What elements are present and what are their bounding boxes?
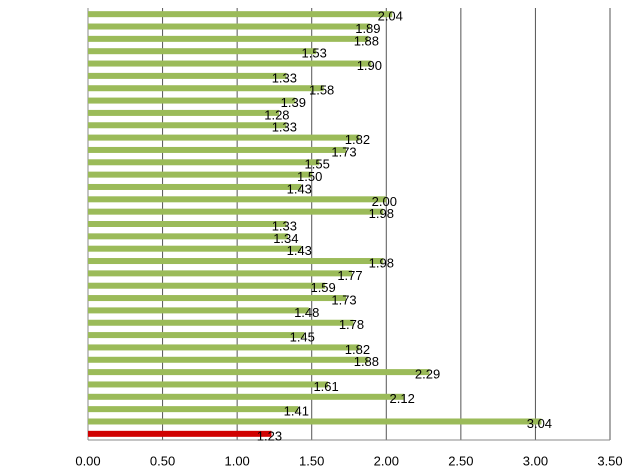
value-label: 1.73: [331, 292, 356, 307]
value-label: 1.73: [331, 144, 356, 159]
x-tick-label: 2.00: [374, 453, 399, 468]
bar: [88, 418, 542, 425]
x-tick-label: 1.00: [224, 453, 249, 468]
bar: [88, 369, 430, 376]
bar: [88, 196, 387, 203]
bar: [88, 183, 302, 190]
bar: [88, 381, 329, 388]
value-label: 1.28: [264, 107, 289, 122]
value-label: 1.43: [287, 243, 312, 258]
value-label: 1.53: [302, 46, 327, 61]
x-tick-label: 2.50: [448, 453, 473, 468]
bar: [88, 332, 305, 339]
value-label: 1.98: [369, 255, 394, 270]
value-label: 1.41: [284, 404, 309, 419]
value-label: 1.88: [354, 354, 379, 369]
value-label: 1.89: [355, 21, 380, 36]
value-label: 1.55: [305, 157, 330, 172]
value-label: 1.23: [257, 428, 282, 443]
value-label: 1.90: [357, 58, 382, 73]
bar: [88, 122, 287, 129]
bar: [88, 430, 272, 437]
bar: [88, 11, 393, 18]
bar: [88, 406, 299, 413]
value-label: 1.88: [354, 33, 379, 48]
bar: [88, 245, 302, 252]
value-label: 1.61: [313, 379, 338, 394]
bar: [88, 35, 369, 42]
value-label: 1.77: [337, 268, 362, 283]
bar: [88, 60, 372, 67]
value-label: 1.98: [369, 206, 394, 221]
value-label: 1.33: [272, 218, 297, 233]
bar: [88, 72, 287, 79]
value-label: 3.04: [527, 416, 552, 431]
bar: [88, 146, 347, 153]
bar: [88, 344, 360, 351]
value-label: 2.00: [372, 194, 397, 209]
value-label: 1.39: [281, 95, 306, 110]
value-label: 1.82: [345, 132, 370, 147]
value-label: 1.34: [273, 231, 298, 246]
x-tick-label: 0.00: [75, 453, 100, 468]
value-label: 1.78: [339, 317, 364, 332]
value-label: 1.58: [309, 83, 334, 98]
bar: [88, 258, 384, 265]
x-tick-label: 0.50: [150, 453, 175, 468]
bar: [88, 295, 347, 302]
bar: [88, 48, 317, 55]
bar: [88, 319, 354, 326]
bar: [88, 134, 360, 141]
value-label: 2.04: [378, 9, 403, 24]
value-label: 1.33: [272, 120, 297, 135]
x-tick-label: 3.50: [597, 453, 622, 468]
value-label: 2.12: [390, 391, 415, 406]
bar: [88, 356, 369, 363]
value-label: 1.59: [310, 280, 335, 295]
x-tick-label: 1.50: [299, 453, 324, 468]
bar: [88, 270, 352, 277]
bar: [88, 307, 309, 314]
value-label: 1.45: [290, 330, 315, 345]
x-tick-label: 3.00: [523, 453, 548, 468]
bar: [88, 221, 287, 227]
bar: [88, 393, 405, 400]
value-label: 1.48: [294, 305, 319, 320]
value-label: 1.82: [345, 342, 370, 357]
bar: [88, 85, 324, 92]
bar: [88, 171, 312, 178]
bar: [88, 282, 326, 289]
bar: [88, 159, 320, 166]
value-label: 1.43: [287, 181, 312, 196]
bar: [88, 233, 288, 240]
bar: [88, 97, 296, 104]
bar: [88, 23, 370, 30]
value-label: 1.33: [272, 70, 297, 85]
value-label: 1.50: [297, 169, 322, 184]
bar: [88, 109, 279, 116]
value-label: 2.29: [415, 367, 440, 382]
bar: [88, 208, 384, 215]
